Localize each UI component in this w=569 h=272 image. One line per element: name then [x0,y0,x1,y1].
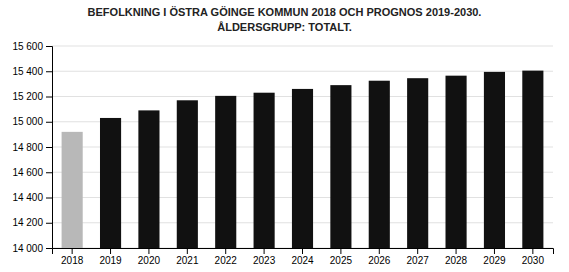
y-tick: 14 800 [12,142,52,153]
x-tick: 2025 [330,248,353,266]
title-group: BEFOLKNING I ÖSTRA GÖINGE KOMMUN 2018 OC… [88,6,482,33]
tick-label: 15 200 [12,91,43,102]
x-tick: 2024 [291,248,314,266]
tick-mark [264,248,265,254]
tick-label: 14 600 [12,167,43,178]
tick-label: 15 400 [12,66,43,77]
tick-label: 15 600 [12,41,43,52]
bar [369,81,390,248]
x-axis: 2018 2019 2020 2021 2022 2023 2024 2025 2026 2027… [53,248,554,266]
x-tick: 2026 [368,248,391,266]
y-tick: 14 200 [12,217,52,228]
tick-label: 2026 [368,255,391,266]
bar [100,118,121,248]
x-tick: 2030 [522,248,545,266]
axis-line [46,47,53,249]
tick-mark [110,248,111,254]
tick-label: 2029 [483,255,506,266]
tick-mark [46,147,52,148]
y-tick: 14 600 [12,167,52,178]
bar [330,85,351,248]
x-tick: 2022 [215,248,238,266]
x-tick: 2028 [445,248,468,266]
grid-line [52,71,553,72]
tick-mark [46,71,52,72]
tick-label: 2030 [522,255,545,266]
x-tick: 2027 [407,248,430,266]
tick-label: 15 000 [12,116,43,127]
tick-mark [46,46,52,47]
tick-label: 2022 [215,255,238,266]
bar [215,96,236,248]
bar [446,76,467,248]
x-tick: 2019 [99,248,122,266]
x-tick: 2021 [176,248,199,266]
tick-label: 14 000 [12,243,43,254]
bar [62,132,83,248]
x-tick: 2029 [483,248,506,266]
tick-mark [187,248,188,254]
bar [138,110,159,248]
y-tick: 15 600 [12,41,52,52]
y-tick: 14 400 [12,192,52,203]
bar [407,78,428,248]
bar [177,100,198,248]
y-tick: 15 400 [12,66,52,77]
tick-label: 14 800 [12,142,43,153]
tick-label: 2021 [176,255,199,266]
y-tick: 15 000 [12,116,52,127]
tick-mark [46,198,52,199]
bar [254,93,275,248]
tick-label: 14 400 [12,192,43,203]
x-tick: 2023 [253,248,276,266]
tick-label: 2027 [407,255,430,266]
bar [522,71,543,248]
tick-mark [72,248,73,254]
bars [62,71,544,248]
plot: 14 000 14 200 14 400 14 600 14 800 15 000 15 2… [12,41,553,272]
x-tick: 2018 [61,248,84,266]
bar [484,72,505,248]
tick-mark [532,248,533,254]
y-axis: 14 000 14 200 14 400 14 600 14 800 15 000 15 2… [12,41,52,254]
tick-mark [225,248,226,254]
tick-mark [302,248,303,254]
tick-mark [340,248,341,254]
tick-mark [46,97,52,98]
title: BEFOLKNING I ÖSTRA GÖINGE KOMMUN 2018 OC… [88,6,482,18]
tick-label: 2019 [99,255,122,266]
tick-mark [494,248,495,254]
axis-line [53,249,554,255]
tick-label: 14 200 [12,217,43,228]
y-tick: 15 200 [12,91,52,102]
tick-label: 2025 [330,255,353,266]
tick-mark [456,248,457,254]
bar [292,89,313,248]
tick-label: 2028 [445,255,468,266]
tick-mark [46,248,52,249]
chart: BEFOLKNING I ÖSTRA GÖINGE KOMMUN 2018 OC… [0,0,569,272]
x-tick: 2020 [138,248,161,266]
tick-mark [148,248,149,254]
tick-mark [417,248,418,254]
grid-line [52,46,553,47]
tick-label: 2024 [291,255,314,266]
tick-mark [46,122,52,123]
y-tick: 14 000 [12,243,52,254]
tick-label: 2018 [61,255,84,266]
tick-label: 2020 [138,255,161,266]
tick-mark [46,172,52,173]
tick-mark [46,223,52,224]
tick-label: 2023 [253,255,276,266]
tick-mark [379,248,380,254]
subtitle: ÅLDERSGRUPP: TOTALT. [217,21,351,33]
